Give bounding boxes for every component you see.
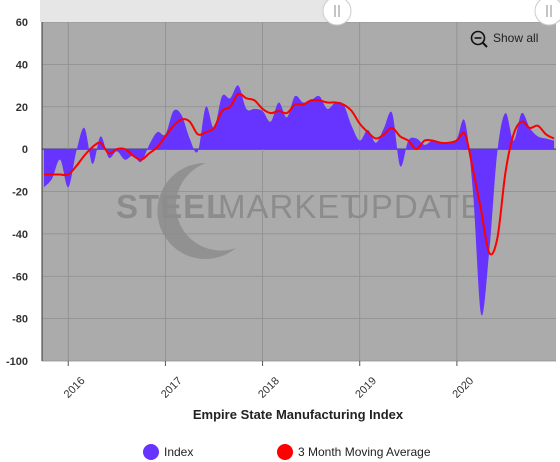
- y-axis: 60 40 20 0 -20 -40 -60 -80 -100: [6, 17, 28, 368]
- y-tick-label: -20: [12, 187, 28, 199]
- y-tick-label: -80: [12, 314, 28, 326]
- legend-label-moving-average: 3 Month Moving Average: [298, 445, 431, 459]
- y-tick-label: -40: [12, 229, 28, 241]
- y-tick-label: 0: [22, 144, 28, 156]
- legend-label-index: Index: [164, 445, 193, 459]
- show-all-button[interactable]: Show all: [466, 28, 548, 50]
- x-tick-label: 2019: [353, 375, 379, 401]
- x-tick-label: 2016: [62, 375, 88, 401]
- y-tick-label: 20: [16, 102, 28, 114]
- navigator-right-handle[interactable]: [534, 0, 560, 26]
- x-axis: 2016 2017 2018 2019 2020: [62, 361, 476, 401]
- moving-average-line: [43, 92, 555, 256]
- y-tick-label: -100: [6, 356, 28, 368]
- navigator-left-handle[interactable]: [322, 0, 352, 26]
- watermark-word-1: STEEL: [116, 188, 227, 225]
- series-group: [43, 85, 555, 316]
- chart-title: Empire State Manufacturing Index: [193, 407, 404, 422]
- legend-item-moving-average[interactable]: 3 Month Moving Average: [277, 444, 431, 460]
- legend: Index 3 Month Moving Average: [143, 444, 431, 460]
- navigator-bar[interactable]: [40, 0, 560, 26]
- y-tick-label: -60: [12, 271, 28, 283]
- legend-marker-index: [143, 444, 159, 460]
- x-tick-label: 2020: [450, 375, 476, 401]
- zoom-out-icon: [470, 30, 488, 48]
- index-area: [43, 85, 555, 316]
- y-tick-label: 40: [16, 59, 28, 71]
- watermark-swoosh: [157, 162, 236, 259]
- legend-marker-moving-average: [277, 444, 293, 460]
- watermark-logo: STEEL MARKET UPDATE: [116, 162, 483, 259]
- y-tick-label: 60: [16, 17, 28, 29]
- watermark-word-3: UPDATE: [346, 188, 483, 225]
- watermark-word-2: MARKET: [218, 188, 362, 225]
- x-tick-label: 2018: [256, 375, 282, 401]
- legend-item-index[interactable]: Index: [143, 444, 193, 460]
- x-tick-label: 2017: [159, 375, 185, 401]
- navigator-selected-range[interactable]: [337, 0, 549, 22]
- show-all-label: Show all: [493, 31, 538, 45]
